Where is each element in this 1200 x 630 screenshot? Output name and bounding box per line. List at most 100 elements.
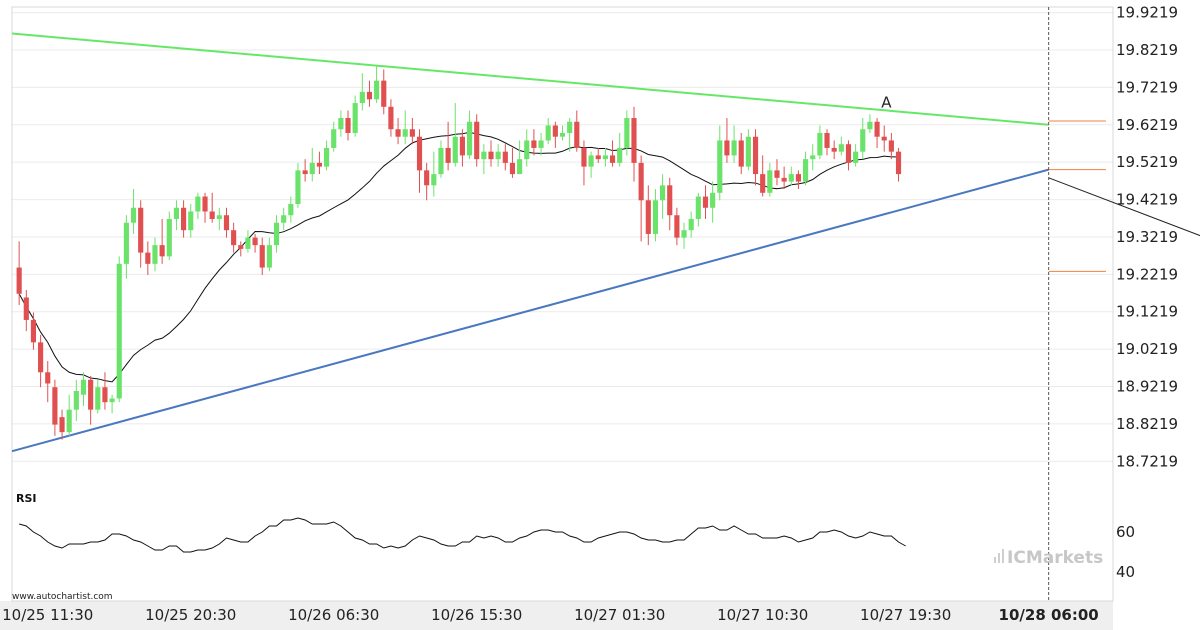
candle-bearish (202, 196, 208, 212)
candle-bearish (888, 140, 894, 152)
candle-bullish (838, 144, 844, 152)
candle-bullish (309, 162, 315, 175)
candle-bullish (95, 387, 101, 410)
candle-bearish (381, 80, 387, 107)
candle-bullish (559, 132, 566, 137)
candle-bearish (574, 121, 580, 148)
candle-bullish (717, 140, 723, 193)
price-tick-label: 19.5219 (1116, 153, 1178, 171)
candle-bearish (259, 245, 265, 268)
candle-bullish (788, 174, 794, 182)
candles (16, 65, 902, 440)
candle-bearish (52, 387, 58, 425)
candle-bearish (824, 132, 830, 148)
candle-bullish (817, 132, 823, 156)
candle-bearish (474, 121, 480, 160)
candle-bearish (252, 237, 258, 246)
moving-average-line (18, 131, 899, 383)
chart-frame (11, 6, 1114, 602)
candle-bearish (724, 140, 730, 156)
candle-bullish (745, 136, 751, 167)
candle-bullish (374, 80, 380, 100)
candle-bearish (416, 136, 423, 171)
candle-bullish (73, 390, 79, 410)
candle-bearish (231, 230, 237, 246)
candle-bearish (845, 144, 852, 163)
candle-bearish (874, 121, 880, 137)
candle-bearish (395, 129, 401, 137)
source-credit: www.autochartist.com (12, 592, 113, 602)
price-tick-label: 19.8219 (1116, 41, 1178, 59)
candle-bearish (831, 147, 837, 152)
candle-bearish (595, 155, 601, 160)
candle-bearish (345, 118, 351, 133)
candle-bullish (431, 174, 437, 186)
price-tick-label: 19.9219 (1116, 4, 1178, 22)
candle-bearish (302, 170, 308, 175)
candle-bullish (123, 222, 129, 264)
time-tick-label: 10/26 15:30 (431, 606, 522, 624)
candle-bullish (109, 398, 115, 403)
candle-bearish (388, 106, 394, 130)
candle-bearish (509, 162, 516, 175)
price-tick-label: 19.2219 (1116, 265, 1178, 283)
time-tick-label: 10/27 01:30 (574, 606, 665, 624)
brand-bar-2 (998, 553, 1000, 563)
candle-bearish (552, 125, 558, 137)
time-tick-label: 10/25 11:30 (2, 606, 93, 624)
candle-bearish (459, 136, 465, 156)
candle-bullish (266, 245, 272, 268)
candle-bearish (795, 174, 802, 182)
time-tick-label: 10/25 20:30 (145, 606, 236, 624)
candle-bearish (16, 267, 22, 294)
candle-bearish (45, 372, 51, 384)
rsi-line (19, 517, 906, 553)
price-axis-labels: 19.9219 19.8219 19.7219 19.6219 19.5219 19.42… (1116, 4, 1178, 471)
candle-bearish (502, 151, 508, 163)
candle-bullish (188, 211, 194, 231)
candle-bearish (102, 387, 108, 403)
candle-bearish (424, 170, 430, 186)
time-axis-labels: 10/25 11:30 10/25 20:30 10/26 06:30 10/26 1… (2, 606, 1099, 624)
candle-bullish (338, 118, 344, 130)
candle-bullish (538, 140, 544, 148)
candle-bearish (88, 379, 94, 410)
candle-bullish (166, 218, 172, 257)
price-tick-label: 18.9219 (1116, 378, 1178, 396)
candle-bullish (517, 159, 523, 175)
rsi-title: RSI (16, 492, 37, 505)
candle-bullish (130, 207, 137, 223)
brand-bar-3 (1002, 549, 1004, 563)
candle-bearish (609, 155, 616, 163)
rsi-axis-labels: 60 40 (1116, 523, 1135, 581)
price-tick-label: 18.8219 (1116, 415, 1178, 433)
candle-bullish (731, 140, 737, 156)
candle-bullish (867, 121, 873, 130)
candle-bullish (245, 237, 251, 249)
candle-bullish (331, 129, 337, 148)
candle-bearish (702, 196, 709, 208)
forecast (1048, 177, 1200, 237)
candle-bullish (288, 204, 294, 216)
candle-bearish (30, 319, 37, 343)
grid (0, 12, 1113, 630)
candle-bullish (695, 196, 701, 219)
candle-bearish (138, 207, 144, 253)
brand-bar-1 (994, 557, 996, 563)
candle-bearish (760, 174, 766, 193)
candle-bearish (366, 91, 373, 100)
candle-bullish (295, 170, 301, 205)
candle-bullish (402, 129, 408, 137)
candle-bearish (781, 177, 787, 182)
price-tick-label: 19.6219 (1116, 116, 1178, 134)
candle-bullish (452, 136, 458, 163)
candle-bullish (545, 125, 551, 141)
candle-bearish (738, 140, 744, 167)
time-tick-label: 10/26 06:30 (288, 606, 379, 624)
candle-bullish (810, 155, 816, 160)
brand-logo: ICMarkets (994, 548, 1103, 568)
candle-bearish (531, 140, 537, 148)
candle-bearish (488, 151, 494, 160)
candle-bullish (359, 91, 365, 104)
